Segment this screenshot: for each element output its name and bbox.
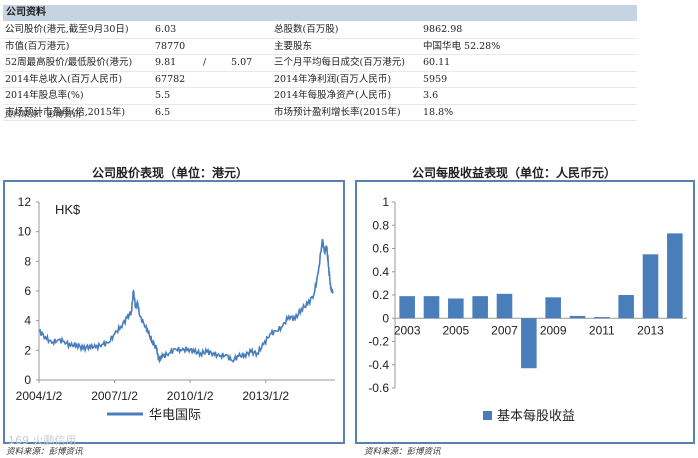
- info-label: 2014年净利润(百万人民币): [274, 73, 392, 85]
- x-tick-label: 2003: [394, 323, 421, 337]
- price-chart-title: 公司股价表现（单位：港元）: [92, 166, 249, 180]
- info-value: 5959: [423, 73, 448, 85]
- info-separator: /: [203, 57, 207, 68]
- y-tick-label: 0.2: [372, 288, 389, 302]
- eps-bar: [667, 233, 683, 319]
- eps-chart-source: 资料来源：彭博资讯: [364, 447, 441, 457]
- info-row: 市值(百万港元) 78770 主要股东 中国华电 52.28%: [3, 39, 637, 55]
- x-tick-label: 2013: [637, 323, 664, 337]
- eps-chart-frame: -0.6 -0.4 -0.2 0 0.2 0.4 0.6 0.8 1 2003 2005 2007 20…: [355, 180, 695, 444]
- info-value: 3.6: [423, 90, 439, 101]
- y-tick-label: 12: [18, 195, 32, 209]
- y-tick-label: 10: [18, 225, 32, 239]
- info-label: 市场预计市盈率(倍,2015年): [5, 106, 126, 118]
- info-value: 67782: [155, 73, 186, 85]
- info-label: 2014年每股净资产(人民币): [274, 90, 392, 101]
- eps-bar: [594, 317, 610, 319]
- x-tick-label: 2013/1/2: [242, 389, 289, 403]
- y-tick-label: 0.4: [372, 265, 389, 279]
- info-label: 52周最高股价/最低股价(港元): [5, 57, 133, 68]
- eps-bar: [496, 293, 513, 319]
- info-source-note: 资料来源：彭博资讯: [4, 110, 81, 120]
- info-label: 市值(百万港元): [5, 40, 70, 52]
- y-tick-label: 4: [24, 314, 31, 328]
- y-tick-label: -0.4: [368, 358, 389, 372]
- eps-bar: [448, 298, 464, 319]
- info-value: 6.5: [155, 106, 171, 118]
- y-tick-label: 0: [382, 311, 389, 325]
- info-label: 2014年股息率(%): [5, 90, 84, 101]
- info-value: 中国华电 52.28%: [423, 40, 501, 52]
- info-value: 60.11: [423, 57, 451, 68]
- eps-bar-chart: -0.6 -0.4 -0.2 0 0.2 0.4 0.6 0.8 1 2003 2005 2007 20…: [368, 195, 687, 423]
- x-tick-label: 2009: [540, 323, 567, 337]
- legend-label: 华电国际: [149, 407, 201, 422]
- info-value: 9.81: [155, 57, 177, 68]
- eps-bar: [545, 297, 561, 319]
- x-tick-label: 2010/1/2: [167, 389, 214, 403]
- y-tick-label: 0: [24, 373, 31, 387]
- info-value: 5.07: [231, 57, 253, 68]
- info-label: 市场预计盈利增长率(2015年): [274, 106, 401, 118]
- eps-bar: [569, 315, 586, 319]
- eps-bar: [618, 295, 634, 319]
- price-line-chart: 0 2 4 6 8 10 12 2004/1/2 2007/1/2 2010/1/2 2013/1/…: [16, 195, 335, 422]
- y-tick-label: 6: [24, 284, 31, 298]
- info-row: 52周最高股价/最低股价(港元) 9.81 / 5.07 三个月平均每日成交(百万港元)…: [3, 55, 637, 72]
- company-info-table: 公司股价(港元,截至9月30日) 6.03 总股数(百万股) 9862.98 市值(百万…: [3, 22, 637, 121]
- info-label: 公司股价(港元,截至9月30日): [5, 24, 129, 35]
- info-label: 主要股东: [274, 40, 313, 52]
- x-tick-label: 2005: [442, 323, 469, 337]
- info-row: 2014年总收入(百万人民币) 67782 2014年净利润(百万人民币) 5959: [3, 72, 637, 88]
- info-value: 5.5: [155, 90, 171, 101]
- y-tick-label: -0.2: [368, 335, 389, 349]
- x-tick-label: 2004/1/2: [16, 389, 63, 403]
- legend-label: 基本每股收益: [497, 408, 575, 423]
- eps-bar: [642, 254, 659, 319]
- info-row: 公司股价(港元,截至9月30日) 6.03 总股数(百万股) 9862.98: [3, 22, 637, 39]
- x-tick-label: 2011: [589, 323, 615, 337]
- info-value: 78770: [155, 40, 186, 52]
- info-value: 18.8%: [423, 106, 454, 118]
- y-tick-label: 1: [382, 195, 389, 209]
- y-tick-label: -0.6: [368, 381, 389, 395]
- info-value: 6.03: [155, 24, 177, 35]
- y-tick-label: 2: [24, 343, 31, 357]
- unit-label: HK$: [55, 202, 81, 217]
- x-tick-label: 2007/1/2: [91, 389, 138, 403]
- price-chart-source: 资料来源：彭博资讯: [6, 447, 83, 457]
- eps-bar: [399, 296, 415, 319]
- legend-swatch: [483, 411, 492, 420]
- eps-bar: [521, 318, 537, 369]
- y-tick-label: 0.8: [372, 218, 389, 232]
- watermark-text: 169 火鹏信用: [8, 434, 77, 447]
- price-series-line: [38, 238, 334, 364]
- info-label: 2014年总收入(百万人民币): [5, 73, 123, 85]
- info-value: 9862.98: [423, 24, 463, 35]
- company-info-header: 公司资料: [3, 5, 637, 21]
- x-tick-label: 2007: [491, 323, 518, 337]
- info-row: 市场预计市盈率(倍,2015年) 6.5 市场预计盈利增长率(2015年) 18.8%: [3, 105, 637, 121]
- eps-bar: [423, 296, 440, 319]
- info-label: 总股数(百万股): [274, 24, 339, 35]
- price-chart-frame: 0 2 4 6 8 10 12 2004/1/2 2007/1/2 2010/1/2 2013/1/…: [3, 180, 345, 444]
- eps-chart-title: 公司每股收益表现（单位：人民币元）: [412, 166, 617, 180]
- info-label: 三个月平均每日成交(百万港元): [274, 57, 405, 68]
- y-tick-label: 8: [24, 254, 31, 268]
- eps-bar: [472, 296, 488, 319]
- info-row: 2014年股息率(%) 5.5 2014年每股净资产(人民币) 3.6: [3, 88, 637, 105]
- y-tick-label: 0.6: [372, 242, 389, 256]
